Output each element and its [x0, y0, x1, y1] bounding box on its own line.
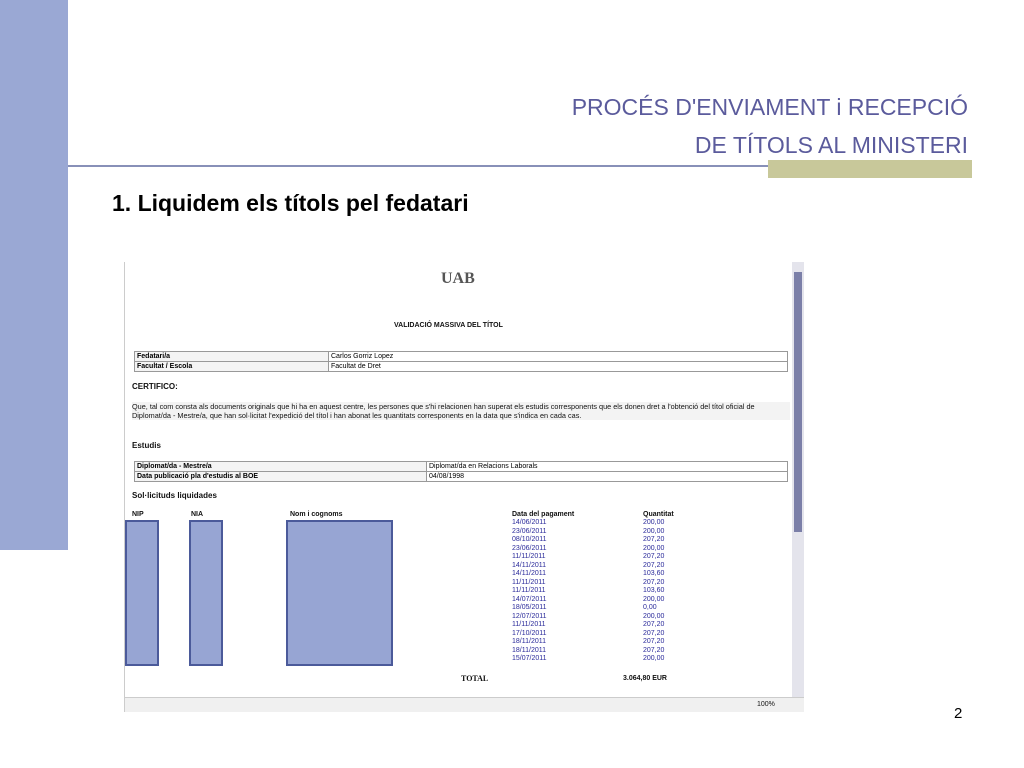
payment-amount: 200,00 [643, 655, 665, 662]
column-header: Quantitat [643, 511, 674, 518]
certifico: CERTIFICO: [132, 382, 178, 391]
payment-amount: 207,20 [643, 536, 665, 543]
payment-date: 18/05/2011 [512, 604, 547, 611]
payment-date: 14/06/2011 [512, 519, 547, 526]
scrollbar [792, 262, 804, 698]
payment-date: 18/11/2011 [512, 646, 546, 654]
column-header: Nom i cognoms [290, 511, 343, 518]
title-line: DE TÍTOLS AL MINISTERI [694, 132, 968, 158]
payment-date: 18/11/2011 [512, 638, 546, 645]
payment-amount: 207,20 [643, 561, 665, 569]
payment-amount: 207,20 [643, 638, 665, 645]
payment-date: 14/11/2011 [512, 570, 546, 577]
column-header: NIA [191, 511, 204, 518]
payment-amount: 200,00 [643, 595, 665, 603]
status-bar [125, 697, 804, 712]
table-value: 04/08/1998 [426, 471, 788, 482]
redaction [125, 520, 159, 666]
logo: UAB [441, 270, 475, 287]
zoom: 100% [757, 701, 775, 708]
payment-date: 23/06/2011 [512, 527, 547, 535]
payment-date: 14/07/2011 [512, 595, 547, 603]
table-label: Data publicació pla d'estudis al BOE [134, 471, 427, 482]
payment-amount: 207,20 [643, 578, 665, 586]
accent [768, 160, 972, 178]
total-amount: 3.064,80 EUR [623, 675, 667, 682]
payment-date: 08/10/2011 [512, 536, 547, 543]
requests-heading: Sol·licituds liquidades [132, 491, 217, 500]
payment-date: 11/11/2011 [512, 578, 546, 586]
payment-date: 11/11/2011 [512, 587, 546, 594]
screenshot: 100% UAB VALIDACIÓ MASSIVA DEL TÍTOL CER… [124, 262, 804, 712]
payment-date: 14/11/2011 [512, 561, 546, 569]
paragraph: Que, tal com consta als documents origin… [132, 402, 790, 420]
payment-amount: 0,00 [643, 604, 657, 611]
total-label: TOTAL [461, 674, 489, 683]
payment-amount: 207,20 [643, 646, 665, 654]
heading: 1. Liquidem els títols pel fedatari [112, 190, 469, 216]
payment-date: 15/07/2011 [512, 655, 547, 662]
payment-amount: 207,20 [643, 553, 665, 560]
payment-amount: 200,00 [643, 612, 665, 620]
doc-title: VALIDACIÓ MASSIVA DEL TÍTOL [394, 322, 503, 329]
payment-amount: 103,60 [643, 587, 665, 594]
studies-heading: Estudis [132, 441, 161, 450]
payment-date: 11/11/2011 [512, 553, 546, 560]
rule [68, 165, 972, 167]
table-value: Facultat de Dret [328, 361, 788, 372]
side-bar [0, 0, 68, 550]
redaction [286, 520, 393, 666]
page-number: 2 [954, 705, 963, 722]
column-header: Data del pagament [512, 511, 575, 518]
payment-date: 23/06/2011 [512, 544, 547, 552]
column-header: NIP [132, 511, 144, 518]
table-label: Facultat / Escola [134, 361, 329, 372]
payment-amount: 200,00 [643, 519, 665, 526]
redaction [189, 520, 223, 666]
payment-amount: 103,60 [643, 570, 665, 577]
scroll-thumb [794, 272, 802, 532]
payment-amount: 207,20 [643, 629, 665, 637]
payment-amount: 200,00 [643, 544, 665, 552]
payment-date: 11/11/2011 [512, 621, 546, 628]
title-line: PROCÉS D'ENVIAMENT i RECEPCIÓ [571, 94, 968, 120]
payment-date: 12/07/2011 [512, 612, 547, 620]
payment-date: 17/10/2011 [512, 629, 547, 637]
payment-amount: 200,00 [643, 527, 665, 535]
payment-amount: 207,20 [643, 621, 665, 628]
